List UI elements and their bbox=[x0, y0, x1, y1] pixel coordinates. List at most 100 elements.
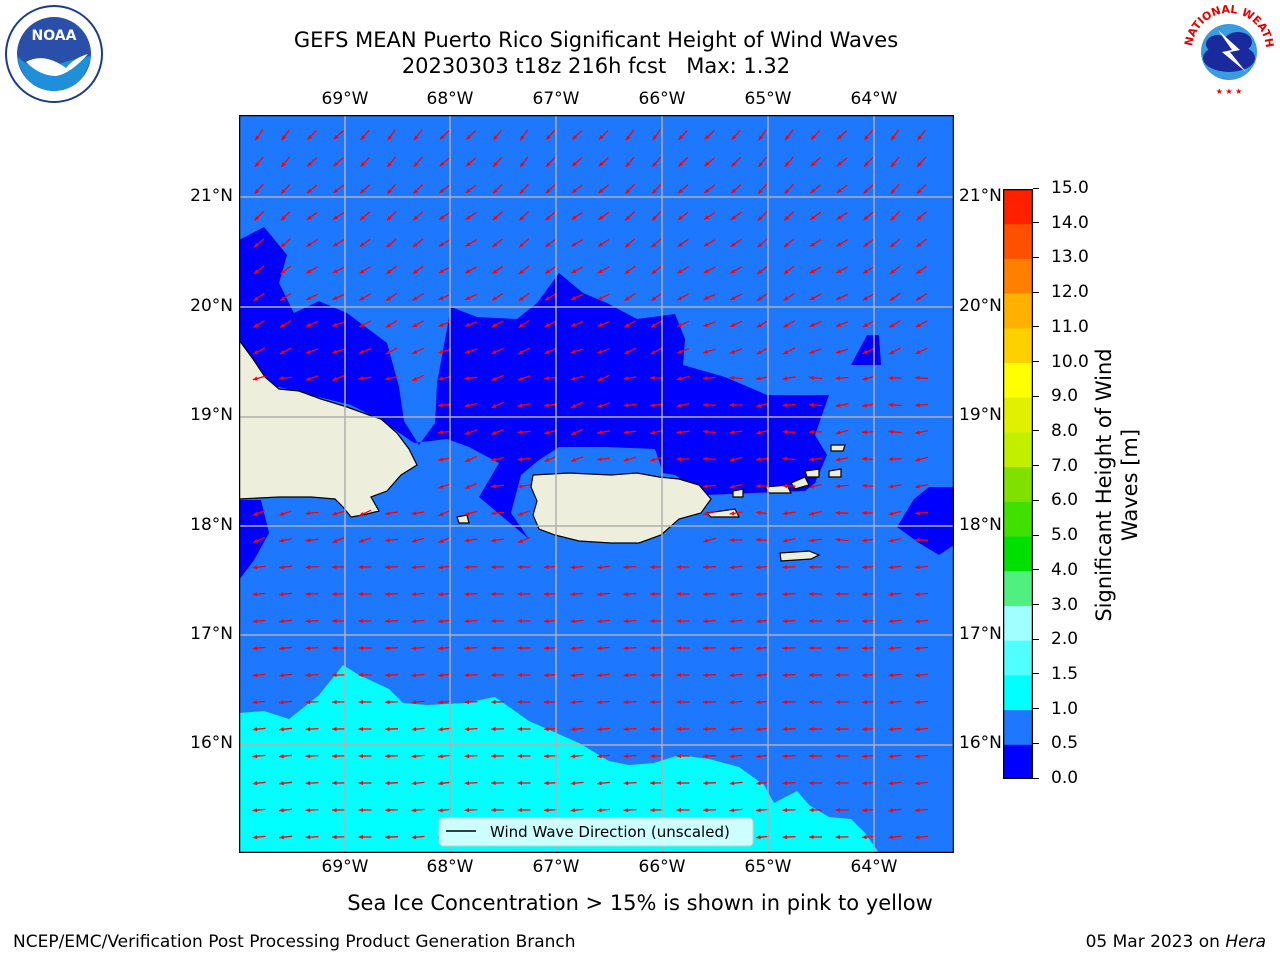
wave-direction-arrowhead bbox=[916, 296, 921, 301]
wave-direction-arrowhead bbox=[915, 700, 920, 705]
wave-direction-arrowhead bbox=[888, 727, 894, 732]
wave-direction-arrowhead bbox=[862, 296, 868, 301]
wave-direction-arrowhead bbox=[545, 215, 551, 221]
wave-direction-arrowhead bbox=[756, 430, 762, 435]
lon-label-top: 67°W bbox=[532, 89, 580, 109]
lat-lon-grid bbox=[239, 115, 954, 853]
wave-direction-arrowhead bbox=[385, 565, 390, 570]
wave-direction-arrowhead bbox=[782, 538, 788, 543]
colorbar-tick-label: 12.0 bbox=[1033, 282, 1089, 302]
wave-direction-arrowhead bbox=[915, 619, 920, 624]
wave-direction-arrowhead bbox=[305, 511, 311, 516]
wave-direction-arrowhead bbox=[545, 242, 551, 247]
wave-direction-arrowhead bbox=[888, 565, 894, 570]
wave-direction-arrowhead bbox=[758, 162, 763, 167]
wave-direction-arrowhead bbox=[731, 188, 736, 194]
wave-direction-arrowhead bbox=[385, 700, 390, 705]
wave-direction-arrowhead bbox=[305, 619, 311, 624]
wave-direction-arrowhead bbox=[385, 350, 391, 355]
wave-direction-arrowhead bbox=[411, 619, 417, 624]
wave-direction-arrowhead bbox=[623, 457, 629, 462]
wave-direction-arrowhead bbox=[809, 349, 815, 354]
wave-direction-arrowhead bbox=[915, 484, 920, 489]
hispaniola-land bbox=[239, 338, 418, 518]
wave-direction-arrowhead bbox=[782, 483, 788, 489]
wave-direction-arrowhead bbox=[464, 403, 470, 408]
wave-direction-arrowhead bbox=[888, 700, 894, 705]
wave-direction-arrowhead bbox=[625, 189, 631, 194]
colorbar-segment bbox=[1003, 327, 1033, 364]
colorbar-tick-label: 10.0 bbox=[1033, 352, 1089, 372]
wave-direction-arrowhead bbox=[305, 565, 311, 570]
colorbar-segment bbox=[1003, 605, 1033, 641]
wave-direction-arrowhead bbox=[279, 323, 285, 328]
wave-direction-arrowhead bbox=[864, 135, 869, 140]
island-outline bbox=[828, 468, 842, 478]
st-croix-outline bbox=[779, 550, 821, 562]
colorbar-tick-label: 13.0 bbox=[1033, 247, 1089, 267]
wave-direction-arrowhead bbox=[782, 727, 788, 732]
wave-direction-arrowhead bbox=[570, 457, 576, 462]
wave-direction-arrowhead bbox=[676, 780, 681, 786]
wave-direction-arrowhead bbox=[888, 402, 894, 407]
wave-direction-arrowhead bbox=[782, 781, 788, 786]
wave-direction-arrowhead bbox=[517, 484, 523, 489]
wave-direction-arrowhead bbox=[280, 215, 286, 221]
wave-direction-arrowhead bbox=[571, 403, 576, 408]
wave-direction-arrowhead bbox=[623, 403, 629, 408]
wave-direction-arrowhead bbox=[916, 188, 922, 194]
wave-direction-arrowhead bbox=[598, 161, 604, 167]
wave-direction-arrowhead bbox=[438, 727, 443, 732]
map-panel: Wind Wave Direction (unscaled) bbox=[239, 115, 954, 853]
wave-direction-arrowhead bbox=[358, 699, 363, 705]
wave-direction-arrowhead bbox=[572, 161, 577, 167]
wave-direction-arrowhead bbox=[464, 727, 470, 732]
noaa-logo-text: NOAA bbox=[32, 28, 77, 44]
wave-direction-arrowhead bbox=[623, 565, 629, 570]
wave-direction-arrowhead bbox=[570, 646, 576, 651]
wave-direction-arrowhead bbox=[544, 457, 550, 462]
wave-direction-arrowhead bbox=[782, 565, 788, 570]
wave-direction-arrowhead bbox=[888, 375, 894, 381]
wave-direction-arrowhead bbox=[465, 295, 471, 300]
wave-direction-arrowhead bbox=[782, 511, 788, 516]
colorbar-tick-label: 3.0 bbox=[1033, 595, 1078, 615]
lon-label-top: 66°W bbox=[638, 89, 686, 109]
wave-direction-arrowhead bbox=[305, 700, 311, 705]
wave-direction-arrowhead bbox=[253, 350, 259, 354]
wave-direction-arrowhead bbox=[465, 457, 471, 462]
wave-direction-arrowhead bbox=[703, 511, 708, 516]
wave-direction-arrowhead bbox=[280, 296, 285, 301]
wave-direction-arrowhead bbox=[359, 242, 365, 247]
wave-direction-arrowhead bbox=[782, 700, 788, 705]
wave-direction-arrowhead bbox=[464, 619, 470, 624]
wave-direction-arrowhead bbox=[333, 134, 339, 140]
wave-direction-arrowhead bbox=[571, 215, 577, 220]
wave-direction-arrowhead bbox=[438, 430, 443, 435]
wave-direction-arrowhead bbox=[785, 135, 790, 141]
wave-direction-arrowhead bbox=[411, 727, 417, 732]
wave-direction-arrowhead bbox=[386, 269, 392, 274]
wave-direction-arrowhead bbox=[253, 296, 259, 301]
wave-direction-arrowhead bbox=[756, 403, 762, 408]
wave-direction-arrowhead bbox=[730, 296, 736, 300]
wave-direction-arrowhead bbox=[411, 673, 417, 678]
wave-direction-arrowhead bbox=[756, 754, 761, 759]
wave-direction-arrowhead bbox=[411, 754, 417, 759]
wave-direction-arrowhead bbox=[756, 673, 761, 678]
wave-direction-arrowhead bbox=[651, 242, 657, 248]
wave-direction-arrowhead bbox=[703, 565, 708, 570]
chart-title: GEFS MEAN Puerto Rico Significant Height… bbox=[293, 28, 899, 52]
wave-direction-arrowhead bbox=[385, 511, 390, 516]
wave-direction-arrowhead bbox=[253, 511, 258, 516]
wave-direction-arrowhead bbox=[570, 349, 576, 354]
wave-direction-arrowhead bbox=[782, 376, 788, 381]
wave-direction-arrowhead bbox=[677, 215, 683, 220]
wave-direction-arrowhead bbox=[438, 700, 443, 705]
wave-direction-arrowhead bbox=[544, 727, 549, 732]
wave-direction-arrowhead bbox=[729, 349, 735, 354]
wave-direction-arrowhead bbox=[650, 618, 655, 624]
wave-direction-arrowhead bbox=[729, 727, 735, 732]
wave-direction-arrowhead bbox=[888, 457, 894, 462]
wave-direction-arrowhead bbox=[888, 835, 894, 840]
